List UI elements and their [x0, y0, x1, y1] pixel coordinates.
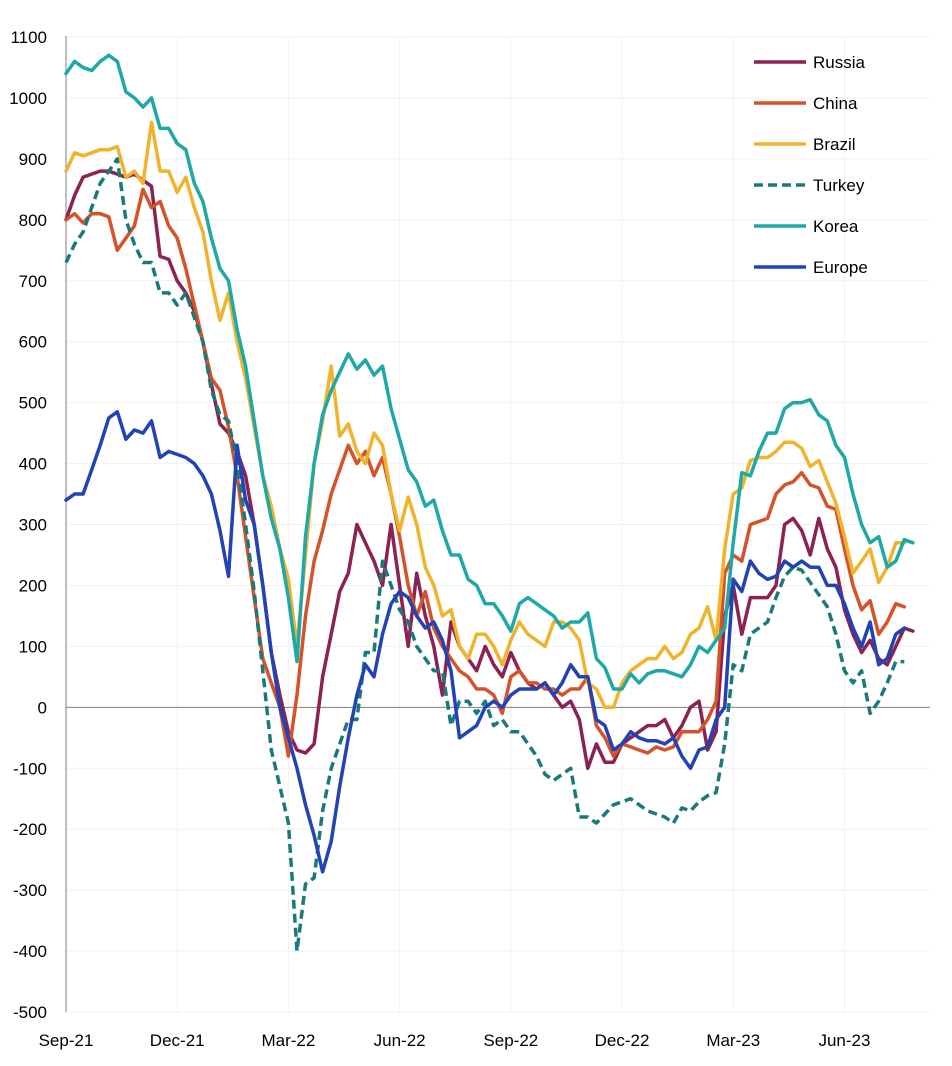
y-tick-label: 700: [19, 272, 47, 291]
y-tick-label: 0: [38, 698, 47, 717]
y-tick-label: 500: [19, 394, 47, 413]
x-tick-label: Sep-21: [39, 1031, 94, 1050]
series-line-brazil: [64, 120, 907, 710]
y-tick-label: 800: [19, 211, 47, 230]
x-tick-label: Mar-23: [706, 1031, 760, 1050]
x-tick-label: Sep-22: [483, 1031, 538, 1050]
x-tick-label: Dec-22: [595, 1031, 650, 1050]
legend-label-korea: Korea: [813, 217, 859, 236]
y-tick-label: 900: [19, 150, 47, 169]
series-line-china: [64, 187, 907, 758]
series-line-europe: [64, 410, 907, 874]
legend-label-russia: Russia: [813, 53, 866, 72]
legend-label-turkey: Turkey: [813, 176, 865, 195]
y-tick-label: 600: [19, 333, 47, 352]
x-tick-label: Mar-22: [261, 1031, 315, 1050]
y-tick-label: 200: [19, 576, 47, 595]
y-tick-label: 400: [19, 455, 47, 474]
series-line-turkey: [64, 157, 905, 953]
y-tick-label: -300: [13, 881, 47, 900]
y-tick-label: 300: [19, 516, 47, 535]
x-tick-label: Jun-23: [818, 1031, 870, 1050]
y-tick-label: -500: [13, 1003, 47, 1022]
y-tick-label: 1000: [9, 89, 47, 108]
y-tick-labels: -500 -400 -300 -200 -100 0 100 200 300 400 500 600 7…: [9, 28, 47, 1022]
legend-label-brazil: Brazil: [813, 135, 856, 154]
y-tick-label: 100: [19, 637, 47, 656]
series-line-russia: [64, 169, 915, 771]
legend: Russia China Brazil Turkey Korea Europe: [754, 53, 868, 277]
series-lines: [64, 53, 915, 953]
legend-label-europe: Europe: [813, 258, 868, 277]
series-line-korea: [64, 53, 915, 691]
x-tick-label: Jun-22: [374, 1031, 426, 1050]
y-tick-label: -400: [13, 942, 47, 961]
y-tick-label: -100: [13, 759, 47, 778]
y-tick-label: 1100: [10, 28, 47, 47]
x-tick-labels: Sep-21 Dec-21 Mar-22 Jun-22 Sep-22 Dec-22 Mar-…: [39, 1031, 871, 1050]
x-tick-label: Dec-21: [150, 1031, 205, 1050]
legend-label-china: China: [813, 94, 858, 113]
y-tick-label: -200: [13, 820, 47, 839]
